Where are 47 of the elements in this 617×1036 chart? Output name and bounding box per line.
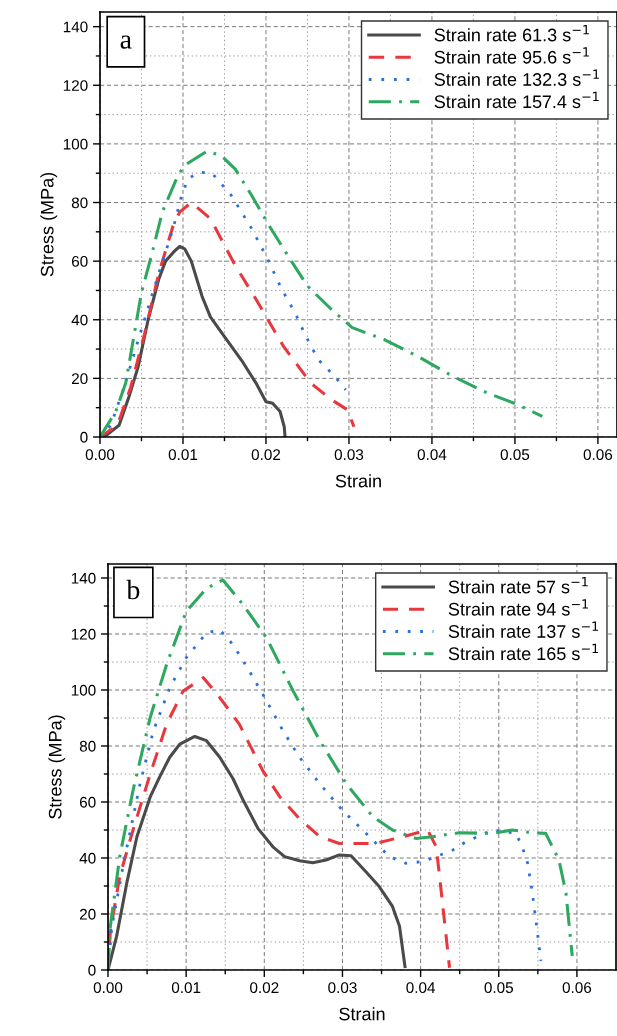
x-tick-label: 0.00 bbox=[85, 449, 115, 461]
y-tick-label: 140 bbox=[71, 572, 96, 584]
y-tick-label: 0 bbox=[80, 431, 88, 443]
y-tick-label: 40 bbox=[71, 314, 88, 326]
x-axis-title: Strain bbox=[335, 474, 381, 488]
y-tick-label: 20 bbox=[71, 373, 88, 385]
legend-label: Strain rate 132.3 s$^{−1}$ bbox=[434, 69, 599, 86]
y-tick-label: 80 bbox=[71, 197, 88, 209]
legend-label: Strain rate 165 s$^{−1}$ bbox=[448, 643, 599, 661]
annotation: b bbox=[126, 579, 140, 600]
x-tick-label: 0.00 bbox=[93, 982, 123, 994]
legend-label: Strain rate 157.4 s$^{−1}$ bbox=[434, 91, 599, 109]
legend-label: Strain rate 95.6 s$^{−1}$ bbox=[434, 47, 589, 64]
x-tick-label: 0.01 bbox=[168, 449, 198, 461]
y-tick-label: 120 bbox=[63, 80, 88, 91]
legend-label: Strain rate 94 s$^{−1}$ bbox=[448, 599, 588, 616]
y-tick-label: 60 bbox=[79, 796, 96, 808]
y-tick-label: 100 bbox=[63, 138, 88, 150]
x-tick-label: 0.05 bbox=[484, 982, 513, 994]
y-tick-label: 60 bbox=[71, 256, 88, 267]
x-tick-label: 0.06 bbox=[583, 449, 613, 461]
line-series bbox=[108, 734, 407, 970]
y-tick-label: 80 bbox=[79, 740, 96, 752]
y-tick-label: 100 bbox=[71, 684, 96, 696]
y-tick-label: 140 bbox=[63, 21, 88, 33]
line-series bbox=[108, 676, 452, 970]
x-tick-label: 0.02 bbox=[250, 982, 279, 994]
x-tick-label: 0.02 bbox=[251, 449, 281, 461]
x-tick-label: 0.03 bbox=[328, 982, 357, 994]
x-tick-label: 0.06 bbox=[562, 982, 592, 994]
y-axis-title: Stress (MPa) bbox=[48, 715, 66, 819]
y-tick-label: 0 bbox=[88, 964, 96, 976]
x-tick-label: 0.05 bbox=[500, 449, 530, 461]
line-series bbox=[100, 149, 544, 437]
annotation: a bbox=[120, 35, 132, 49]
y-axis-title: Stress (MPa) bbox=[40, 172, 58, 277]
x-tick-label: 0.04 bbox=[417, 449, 447, 461]
x-axis-title: Strain bbox=[339, 1007, 385, 1021]
legend-label: Strain rate 61.3 s$^{−1}$ bbox=[434, 25, 589, 42]
x-tick-label: 0.01 bbox=[171, 982, 201, 994]
legend-label: Strain rate 57 s$^{−1}$ bbox=[448, 577, 588, 594]
y-tick-label: 120 bbox=[71, 628, 96, 640]
y-tick-label: 20 bbox=[79, 908, 96, 920]
y-tick-label: 40 bbox=[79, 852, 96, 864]
x-tick-label: 0.04 bbox=[406, 982, 436, 994]
legend-label: Strain rate 137 s$^{−1}$ bbox=[448, 621, 599, 638]
x-tick-label: 0.03 bbox=[334, 449, 364, 461]
